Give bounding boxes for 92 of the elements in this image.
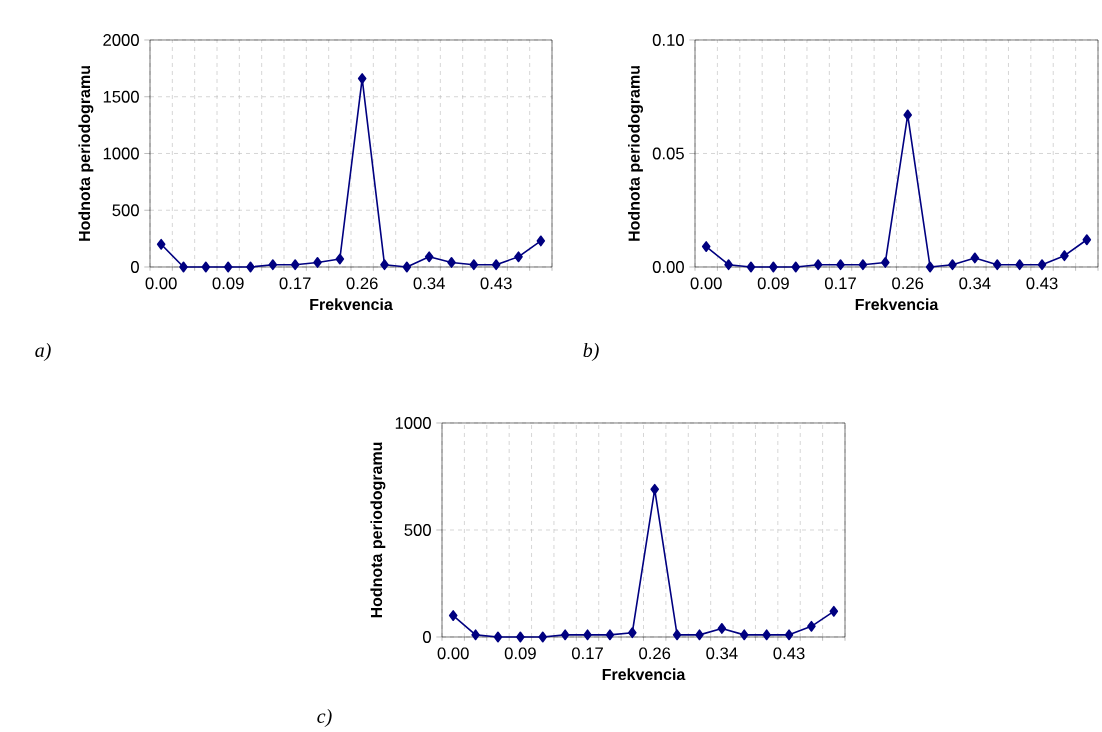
point [724, 259, 733, 271]
point [514, 251, 523, 263]
x-tick-label: 0.26 [892, 277, 924, 290]
point [1060, 250, 1069, 262]
y-axis-title: Hodnota periodogramu [78, 66, 94, 241]
text: b) [583, 342, 599, 362]
x-tick-label: 0.43 [480, 277, 512, 290]
x-tick-label: 0.09 [504, 647, 536, 660]
y-axis-title: Hodnota periodogramu [370, 442, 386, 618]
point [335, 253, 345, 265]
point [836, 259, 845, 271]
point [1037, 259, 1047, 271]
x-tick-label: 0.34 [959, 277, 991, 290]
point [1082, 234, 1092, 246]
x-tick-label: 0.34 [413, 277, 445, 290]
point [695, 629, 704, 641]
point [762, 629, 771, 641]
x-tick-label: 0.00 [145, 277, 177, 290]
y-tick-label: 0 [130, 261, 139, 273]
point [791, 261, 801, 273]
point [516, 631, 525, 643]
point [829, 605, 839, 617]
point [925, 261, 935, 273]
point [179, 261, 188, 273]
y-tick-label: 0.10 [652, 34, 684, 46]
y-tick-label: 2000 [103, 34, 139, 46]
y-tick-label: 500 [112, 204, 139, 217]
x-tick-label: 0.09 [212, 277, 244, 290]
point [628, 627, 637, 639]
point [471, 629, 480, 641]
point [813, 259, 823, 271]
point [970, 252, 980, 264]
point [156, 238, 166, 250]
x-axis-title: Frekvencia [310, 298, 393, 311]
point [784, 629, 794, 641]
point [357, 73, 367, 85]
y-tick-label: 0.00 [652, 261, 684, 273]
text: a) [35, 342, 51, 362]
point [246, 261, 255, 273]
x-tick-label: 0.17 [571, 647, 603, 660]
x-tick-label: 0.26 [346, 277, 378, 290]
point [402, 261, 412, 273]
point [290, 259, 300, 271]
point [717, 622, 727, 634]
point [701, 241, 711, 253]
point [493, 631, 503, 643]
point [807, 620, 816, 632]
point [650, 483, 659, 495]
x-axis-title: Frekvencia [855, 298, 939, 311]
point [583, 629, 592, 641]
y-tick-label: 1000 [103, 147, 139, 160]
point [491, 259, 501, 271]
point [560, 629, 570, 641]
point [538, 631, 548, 643]
point [948, 259, 957, 271]
point [424, 251, 434, 263]
y-tick-label: 0 [422, 631, 431, 643]
point [739, 629, 749, 641]
x-tick-label: 0.09 [757, 277, 789, 290]
x-axis-title: Frekvencia [602, 668, 686, 681]
text: c) [317, 708, 332, 728]
point [992, 259, 1002, 271]
point [447, 256, 456, 268]
point [313, 256, 322, 268]
point [746, 261, 756, 273]
point [201, 261, 211, 273]
point [380, 259, 389, 271]
point [858, 259, 868, 271]
point [605, 629, 615, 641]
point [268, 259, 278, 271]
point [903, 109, 912, 121]
x-tick-label: 0.34 [706, 647, 738, 660]
x-tick-label: 0.00 [437, 647, 469, 660]
x-tick-label: 0.00 [690, 277, 722, 290]
x-tick-label: 0.43 [773, 647, 805, 660]
point [448, 610, 458, 622]
x-tick-label: 0.17 [824, 277, 856, 290]
point [672, 629, 682, 641]
point [223, 261, 233, 273]
point [469, 259, 479, 271]
x-tick-label: 0.43 [1026, 277, 1058, 290]
x-tick-label: 0.17 [279, 277, 311, 290]
y-tick-label: 0.05 [652, 147, 684, 160]
point [881, 256, 890, 268]
point [536, 235, 546, 247]
y-axis-title: Hodnota periodogramu [628, 66, 644, 241]
y-tick-label: 1500 [103, 90, 139, 103]
point [1015, 259, 1024, 271]
y-tick-label: 500 [404, 524, 431, 536]
y-tick-label: 1000 [395, 417, 431, 429]
x-tick-label: 0.26 [639, 647, 671, 660]
point [769, 261, 778, 273]
